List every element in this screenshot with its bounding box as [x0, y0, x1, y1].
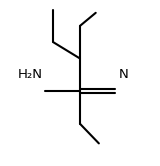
Text: H₂N: H₂N — [17, 68, 42, 81]
Text: N: N — [119, 68, 128, 81]
